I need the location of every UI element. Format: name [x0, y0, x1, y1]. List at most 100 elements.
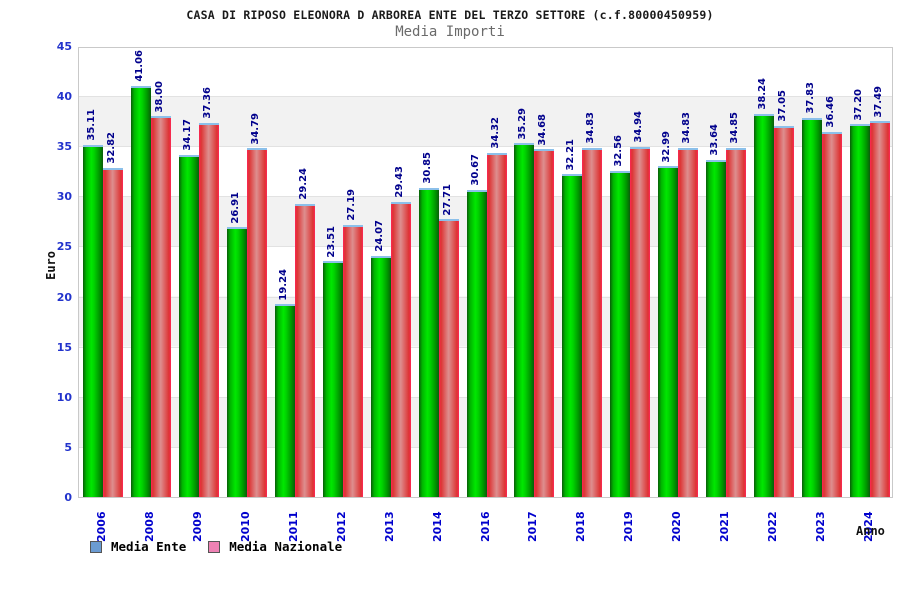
value-label-media-ente-2023: 37.83	[805, 82, 817, 114]
value-label-media-nazionale-2013: 29.43	[393, 166, 405, 199]
bar-media-nazionale-2014	[438, 219, 459, 497]
x-tick-2023: 2023	[814, 511, 828, 542]
x-tick-2011: 2011	[286, 511, 300, 542]
legend: Media Ente Media Nazionale	[90, 539, 342, 554]
plot-area: 35.11 32.82 41.06 38.00 34.17 37.36 26.91 34.79…	[78, 47, 893, 498]
y-tick-45: 45	[56, 40, 72, 53]
value-label-media-ente-2020: 32.99	[661, 130, 673, 163]
value-label-media-nazionale-2009: 37.36	[201, 86, 213, 119]
value-label-media-ente-2011: 19.24	[277, 268, 289, 301]
value-label-media-nazionale-2012: 27.19	[345, 188, 357, 221]
y-tick-35: 35	[56, 140, 72, 154]
bar-media-ente-2009	[178, 154, 199, 497]
y-tick-25: 25	[56, 240, 72, 254]
x-tick-2022: 2022	[766, 511, 780, 542]
bar-media-ente-2012	[322, 261, 343, 497]
bar-media-nazionale-2021	[726, 147, 747, 497]
bar-media-nazionale-2012	[342, 224, 363, 497]
value-label-media-nazionale-2008: 38.00	[153, 80, 165, 113]
bar-media-ente-2014	[418, 187, 439, 497]
value-label-media-nazionale-2010: 34.79	[249, 112, 261, 145]
legend-item-media-nazionale: Media Nazionale	[208, 539, 342, 554]
gridline-y-40	[79, 96, 892, 98]
value-label-media-ente-2021: 33.64	[709, 124, 721, 156]
bar-media-nazionale-2019	[630, 146, 651, 497]
legend-swatch-media-nazionale	[208, 540, 221, 553]
value-label-media-ente-2006: 35.11	[85, 109, 97, 142]
bar-media-ente-2022	[754, 113, 775, 497]
legend-label-media-ente: Media Ente	[111, 539, 187, 554]
x-tick-2013: 2013	[382, 511, 396, 542]
bar-media-nazionale-2009	[198, 122, 219, 497]
x-tick-2021: 2021	[718, 511, 732, 542]
bar-media-ente-2020	[658, 166, 679, 497]
bar-media-ente-2024	[850, 124, 871, 497]
bar-media-nazionale-2008	[150, 116, 171, 497]
x-tick-2006: 2006	[94, 511, 108, 542]
bar-media-ente-2011	[274, 304, 295, 497]
x-tick-2020: 2020	[670, 511, 684, 542]
legend-label-media-nazionale: Media Nazionale	[229, 539, 343, 554]
y-tick-10: 10	[56, 390, 72, 404]
chart-subtitle: Media Importi	[395, 24, 505, 40]
value-label-media-ente-2014: 30.85	[421, 152, 433, 184]
value-label-media-ente-2012: 23.51	[325, 225, 337, 258]
bar-media-ente-2017	[514, 143, 535, 497]
bar-media-nazionale-2018	[582, 147, 603, 497]
bar-media-ente-2006	[82, 145, 103, 497]
x-tick-2018: 2018	[574, 511, 588, 542]
gridline-y-35	[79, 146, 892, 148]
x-tick-2016: 2016	[478, 511, 492, 542]
bar-media-nazionale-2011	[294, 203, 315, 497]
bar-media-ente-2013	[370, 255, 391, 497]
value-label-media-nazionale-2018: 34.83	[585, 112, 597, 144]
bar-media-nazionale-2010	[246, 148, 267, 497]
bar-media-ente-2023	[802, 117, 823, 497]
value-label-media-ente-2022: 38.24	[757, 78, 769, 110]
bar-media-nazionale-2017	[534, 149, 555, 497]
x-tick-2009: 2009	[190, 511, 204, 542]
bar-media-ente-2008	[130, 85, 151, 497]
bar-media-ente-2019	[610, 170, 631, 497]
value-label-media-ente-2010: 26.91	[229, 191, 241, 224]
value-label-media-nazionale-2022: 37.05	[777, 90, 789, 122]
legend-swatch-media-ente	[90, 540, 102, 553]
bar-media-ente-2010	[226, 227, 247, 497]
bar-media-ente-2018	[562, 174, 583, 497]
value-label-media-ente-2024: 37.20	[853, 88, 865, 121]
bar-media-ente-2016	[466, 189, 487, 497]
value-label-media-nazionale-2020: 34.83	[681, 112, 693, 144]
y-tick-30: 30	[56, 190, 72, 204]
value-label-media-nazionale-2023: 36.46	[825, 95, 837, 128]
x-tick-2010: 2010	[238, 511, 252, 542]
value-label-media-ente-2018: 32.21	[565, 138, 577, 171]
value-label-media-ente-2013: 24.07	[373, 220, 385, 252]
y-tick-20: 20	[56, 290, 72, 304]
value-label-media-ente-2016: 30.67	[469, 153, 481, 186]
x-tick-2012: 2012	[334, 511, 348, 542]
y-tick-5: 5	[64, 440, 72, 454]
value-label-media-nazionale-2014: 27.71	[441, 183, 453, 216]
value-label-media-nazionale-2017: 34.68	[537, 113, 549, 146]
y-tick-15: 15	[56, 340, 72, 354]
bar-media-nazionale-2016	[486, 153, 507, 497]
y-tick-40: 40	[56, 90, 72, 104]
bar-media-nazionale-2024	[870, 121, 891, 497]
value-label-media-nazionale-2019: 34.94	[633, 111, 645, 143]
value-label-media-ente-2008: 41.06	[133, 49, 145, 82]
value-label-media-nazionale-2021: 34.85	[729, 112, 741, 144]
y-axis-title: Euro	[44, 251, 58, 280]
bar-media-nazionale-2022	[774, 125, 795, 497]
value-label-media-ente-2009: 34.17	[181, 118, 193, 151]
bar-media-nazionale-2006	[102, 168, 123, 497]
value-label-media-ente-2017: 35.29	[517, 107, 529, 140]
bar-media-ente-2021	[706, 159, 727, 497]
y-tick-0: 0	[64, 491, 72, 504]
bar-media-nazionale-2013	[390, 202, 411, 497]
value-label-media-nazionale-2006: 32.82	[105, 132, 117, 165]
bar-media-nazionale-2023	[822, 131, 843, 497]
value-label-media-nazionale-2024: 37.49	[873, 85, 885, 118]
value-label-media-ente-2019: 32.56	[613, 135, 625, 167]
x-tick-2019: 2019	[622, 511, 636, 542]
chart-title: CASA DI RIPOSO ELEONORA D ARBOREA ENTE D…	[186, 8, 714, 22]
